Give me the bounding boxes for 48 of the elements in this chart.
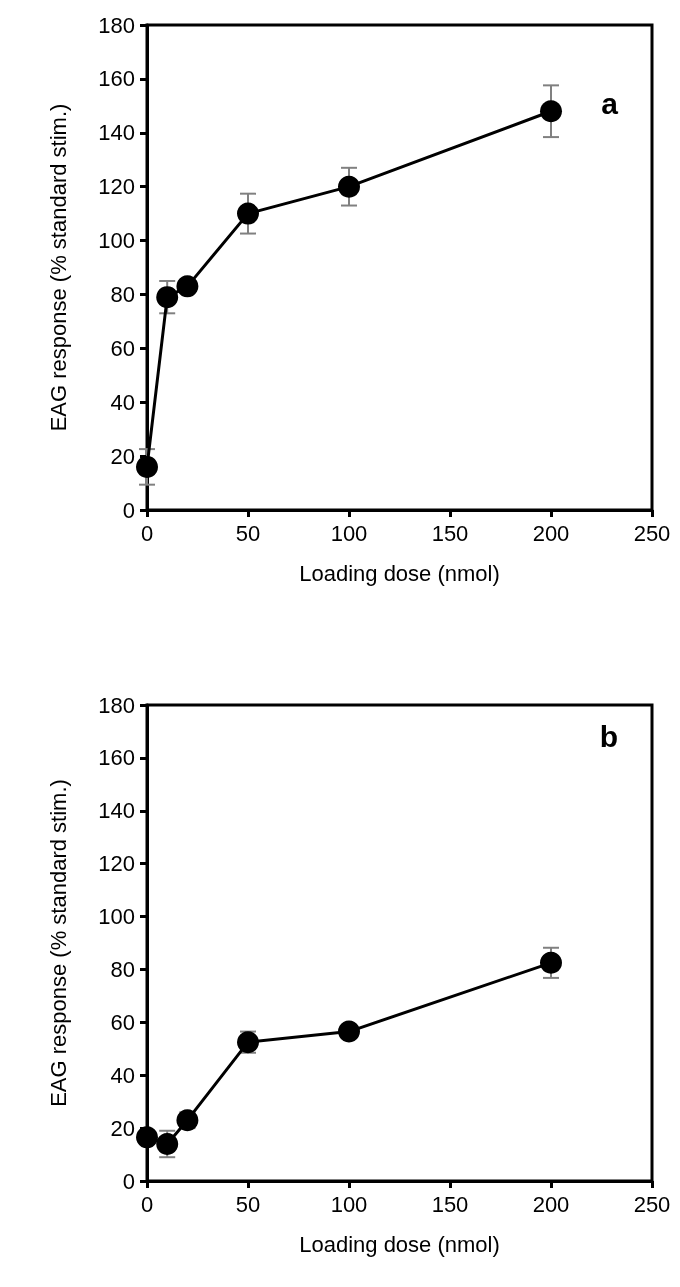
y-tick-label: 180 bbox=[98, 692, 135, 718]
y-tick-label: 140 bbox=[98, 798, 135, 824]
y-tick-label: 40 bbox=[110, 389, 135, 415]
point bbox=[338, 175, 360, 198]
y-tick-label: 0 bbox=[122, 1168, 135, 1194]
x-tick-label: 200 bbox=[532, 520, 570, 546]
x-tick-label: 150 bbox=[431, 520, 469, 546]
y-tick-label: 140 bbox=[98, 120, 135, 146]
annotation: b bbox=[599, 719, 618, 753]
point bbox=[136, 1126, 158, 1149]
y-tick-label: 160 bbox=[98, 66, 135, 92]
point bbox=[338, 1020, 360, 1043]
x-tick-label: 0 bbox=[140, 1191, 154, 1217]
y-tick-label: 80 bbox=[110, 956, 135, 982]
x-tick-label: 100 bbox=[330, 1191, 368, 1217]
point bbox=[156, 1132, 179, 1155]
x-tick-label: 200 bbox=[532, 1191, 570, 1217]
x-tick-label: 100 bbox=[330, 520, 368, 546]
y-tick-label: 120 bbox=[98, 851, 135, 877]
x-axis-title: Loading dose (nmol) bbox=[299, 560, 500, 586]
y-axis-title: EAG response (% standard stim.) bbox=[45, 779, 71, 1107]
x-tick-label: 0 bbox=[140, 520, 154, 546]
point bbox=[237, 202, 259, 225]
x-tick-label: 250 bbox=[633, 1191, 671, 1217]
y-tick-label: 40 bbox=[110, 1062, 135, 1088]
annotation: a bbox=[601, 86, 619, 120]
x-axis-title: Loading dose (nmol) bbox=[299, 1231, 500, 1257]
y-tick-label: 160 bbox=[98, 745, 135, 771]
x-tick-label: 150 bbox=[431, 1191, 469, 1217]
y-tick-label: 180 bbox=[98, 12, 135, 38]
y-tick-label: 20 bbox=[110, 443, 135, 469]
point bbox=[540, 951, 562, 974]
y-tick-label: 0 bbox=[122, 497, 135, 523]
point bbox=[136, 455, 158, 478]
point bbox=[176, 275, 199, 298]
y-tick-label: 100 bbox=[98, 904, 135, 930]
y-tick-label: 80 bbox=[110, 281, 135, 307]
x-tick-label: 50 bbox=[235, 1191, 261, 1217]
y-axis-title: EAG response (% standard stim.) bbox=[45, 103, 71, 432]
x-tick-label: 250 bbox=[633, 520, 671, 546]
y-tick-label: 120 bbox=[98, 174, 135, 200]
x-tick-label: 50 bbox=[235, 520, 261, 546]
y-tick-label: 60 bbox=[110, 1009, 135, 1035]
y-tick-label: 20 bbox=[110, 1115, 135, 1141]
point bbox=[540, 100, 562, 123]
y-tick-label: 100 bbox=[98, 228, 135, 254]
point bbox=[156, 286, 179, 309]
y-tick-label: 60 bbox=[110, 335, 135, 361]
